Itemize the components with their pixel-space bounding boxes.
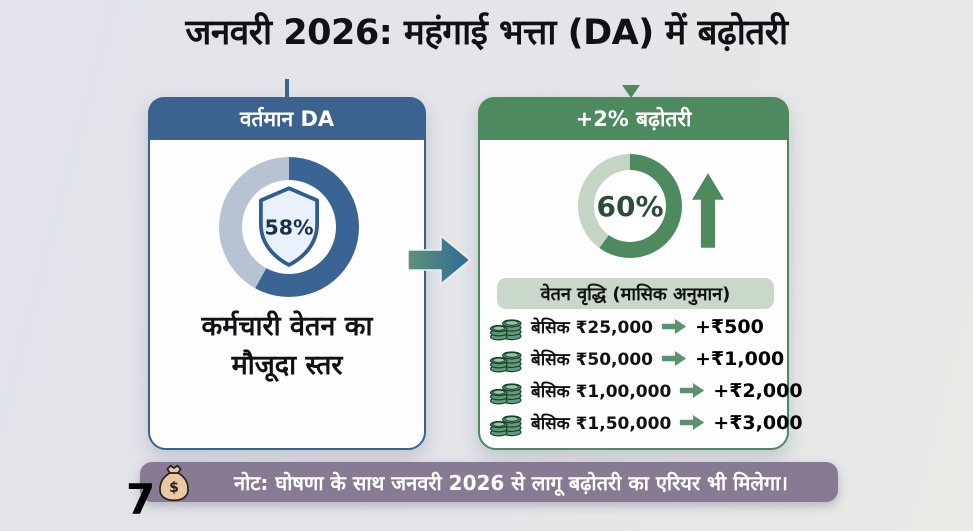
basic-salary-label: बेसिक ₹1,00,000	[531, 382, 672, 402]
new-da-value: 60%	[596, 189, 664, 223]
caption-line-2: मौजूदा स्तर	[231, 350, 343, 382]
dollar-symbol: $	[169, 480, 179, 496]
current-da-caption: कर्मचारी वेतन का मौजूदा स्तर	[150, 307, 424, 385]
subheader-label: वेतन वृद्धि (मासिक अनुमान)	[540, 283, 731, 305]
connector-triangle-right	[622, 85, 640, 98]
basic-salary-label: बेसिक ₹25,000	[531, 318, 654, 338]
increase-header-label: +2% बढ़ोतरी	[575, 106, 692, 131]
increase-value: +₹1,000	[695, 347, 785, 370]
connector-stem-left	[285, 79, 289, 98]
transition-arrow-icon	[408, 234, 472, 286]
increase-value: +₹3,000	[713, 411, 803, 434]
current-da-card: वर्तमान DA 58% कर्मचारी वेतन का मौजूदा स…	[148, 97, 426, 450]
salary-row: बेसिक ₹1,00,000 +₹2,000	[488, 376, 803, 405]
salary-increase-subheader: वेतन वृद्धि (मासिक अनुमान)	[497, 278, 774, 309]
right-arrow-icon	[680, 415, 705, 430]
new-da-donut-chart: 60%	[578, 154, 682, 258]
salary-row: बेसिक ₹1,50,000 +₹3,000	[488, 408, 803, 437]
current-da-header: वर्तमान DA	[148, 97, 426, 140]
increase-card: +2% बढ़ोतरी 60% वेतन वृद्धि (मासिक अनुमा…	[478, 97, 803, 450]
current-da-header-label: वर्तमान DA	[239, 106, 335, 131]
right-arrow-icon	[661, 351, 687, 366]
salary-row: बेसिक ₹50,000 +₹1,000	[488, 344, 785, 373]
up-arrow-icon	[692, 173, 724, 248]
salary-row: बेसिक ₹25,000 +₹500	[488, 312, 777, 341]
money-bag-icon: $	[159, 464, 189, 502]
current-da-donut-center: 58%	[219, 157, 359, 297]
current-da-value: 58%	[264, 216, 313, 240]
page-title: जनवरी 2026: महंगाई भत्ता (DA) में बढ़ोतर…	[185, 13, 788, 53]
shield-icon: 58%	[258, 186, 320, 267]
coins-icon	[489, 383, 522, 405]
caption-line-1: कर्मचारी वेतन का	[201, 311, 373, 342]
stray-mark: 7	[126, 475, 156, 524]
basic-salary-label: बेसिक ₹50,000	[531, 350, 654, 370]
basic-salary-label: बेसिक ₹1,50,000	[531, 414, 672, 434]
coins-icon	[489, 319, 522, 341]
right-arrow-icon	[661, 319, 687, 334]
coins-icon	[489, 415, 522, 437]
note-bar: $ नोट: घोषणा के साथ जनवरी 2026 से लागू ब…	[140, 462, 838, 502]
current-da-donut-chart: 58%	[219, 157, 359, 297]
right-arrow-icon	[680, 383, 705, 398]
coins-icon	[489, 351, 522, 373]
increase-value: +₹2,000	[713, 379, 803, 402]
increase-value: +₹500	[695, 315, 764, 338]
note-text: नोट: घोषणा के साथ जनवरी 2026 से लागू बढ़…	[234, 470, 788, 495]
new-da-donut-center: 60%	[578, 154, 682, 258]
increase-header: +2% बढ़ोतरी	[478, 97, 789, 140]
salary-rows: बेसिक ₹25,000 +₹500 बेसिक ₹50,000 +₹1,00…	[488, 312, 803, 437]
